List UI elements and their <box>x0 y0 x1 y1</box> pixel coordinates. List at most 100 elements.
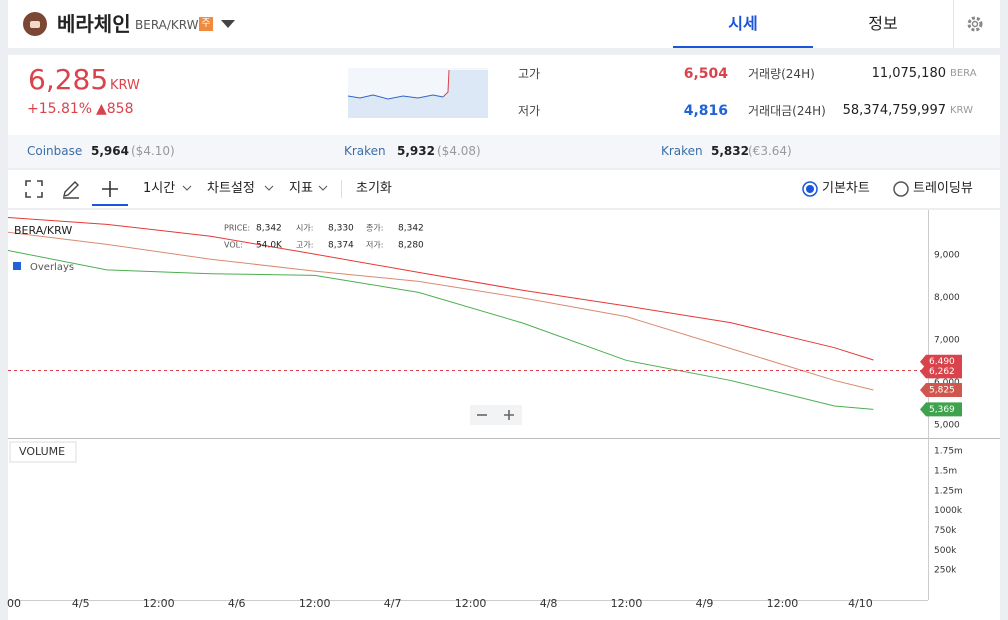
price-tag <box>920 383 962 398</box>
change-pct: +15.81% <box>27 101 93 117</box>
stat-label: 고가 <box>518 67 541 81</box>
y-tick-label: 8,000 <box>934 293 960 303</box>
chevron <box>318 185 328 191</box>
legend-label: 종가: <box>366 224 383 233</box>
price-plot <box>8 216 928 410</box>
price-tag-label: 6,490 <box>929 357 955 367</box>
exchange-name: Coinbase <box>27 144 83 158</box>
y-tick-label: 1000k <box>934 506 963 516</box>
pair: BERA/KRW <box>135 18 199 32</box>
stat-value: 4,816 <box>683 103 728 119</box>
coin-logo <box>23 12 47 36</box>
radio-label[interactable]: 기본차트 <box>822 181 870 196</box>
price-unit: KRW <box>110 78 140 93</box>
header: 베라체인 BERA/KRW 주 시세 정보 <box>8 0 1000 48</box>
ohlc-legend: PRICE: 8,342 시가: 8,330 종가: 8,342 VOL: 54.0K 고가: 8… <box>224 224 424 251</box>
coin-name: 베라체인 <box>57 12 131 36</box>
y-tick-label: 5,000 <box>934 421 960 431</box>
exchange-price: 5,832 <box>711 144 749 158</box>
x-tick-label: 4/5 <box>72 597 90 610</box>
sparkline <box>348 68 488 118</box>
price-tag <box>920 364 962 379</box>
stat-value: 58,374,759,997 <box>842 103 946 118</box>
dropdown-icon[interactable] <box>221 20 235 29</box>
x-tick-label: 4/9 <box>696 597 714 610</box>
legend-value: 8,280 <box>398 241 424 251</box>
x-tick-label: 4/7 <box>384 597 402 610</box>
badge: 주 <box>199 17 213 31</box>
draw-icon[interactable] <box>61 179 81 199</box>
radio-label[interactable]: 트레이딩뷰 <box>913 181 973 196</box>
moving-average <box>8 231 874 391</box>
moving-average <box>8 216 874 361</box>
price-tag-label: 6,262 <box>929 367 955 377</box>
divider <box>341 180 342 198</box>
radio[interactable] <box>893 181 909 197</box>
interval-select[interactable]: 1시간 <box>143 181 176 196</box>
legend-value: 8,342 <box>398 224 424 234</box>
settings-select[interactable]: 차트설정 <box>207 181 255 196</box>
exchange-name: Kraken <box>661 144 703 158</box>
chevron <box>182 185 192 191</box>
legend-label: 고가: <box>296 241 313 250</box>
exchange-price: 5,964 <box>91 144 129 158</box>
stat-value: 6,504 <box>683 66 728 82</box>
y-tick-label: 250k <box>934 566 957 576</box>
reset-button[interactable]: 초기화 <box>356 181 392 196</box>
x-tick-label: 00 <box>7 597 21 610</box>
toolbar: 1시간 차트설정 지표 초기화 기본차트 트레이딩뷰 <box>8 170 1000 208</box>
chevron <box>264 185 274 191</box>
legend-value: 8,374 <box>328 241 354 251</box>
x-tick-label: 4/6 <box>228 597 246 610</box>
overlays-label: Overlays <box>30 262 74 273</box>
legend-label: PRICE: <box>224 224 250 233</box>
price-tag-label: 5,825 <box>929 386 955 396</box>
exchange-name: Kraken <box>344 144 386 158</box>
overlay-icon <box>13 262 21 270</box>
fullscreen-icon[interactable] <box>25 180 43 198</box>
y-tick-label: 500k <box>934 546 957 556</box>
legend-label: 저가: <box>366 241 383 250</box>
moving-average <box>8 249 874 410</box>
y-tick-label: 1.5m <box>934 466 957 476</box>
volume-title: VOLUME <box>19 445 65 458</box>
radio-checked[interactable] <box>802 181 818 197</box>
tab[interactable]: 정보 <box>868 14 898 33</box>
zoom-controls <box>470 405 522 425</box>
x-tick-label: 4/10 <box>848 597 873 610</box>
divider <box>953 0 954 48</box>
x-tick-label: 12:00 <box>455 597 487 610</box>
stat-value: 11,075,180 <box>871 66 946 81</box>
settings-icon[interactable] <box>966 15 984 33</box>
stat-label: 거래량(24H) <box>748 67 815 81</box>
legend-label: VOL: <box>224 241 243 250</box>
price: 6,285 <box>28 63 109 96</box>
exchange-ref: ($4.08) <box>437 144 481 158</box>
x-tick-label: 4/8 <box>540 597 558 610</box>
crosshair-icon[interactable] <box>92 178 128 208</box>
exchange-ref: (€3.64) <box>748 144 792 158</box>
tab[interactable]: 시세 <box>673 0 813 48</box>
stat-label: 거래대금(24H) <box>748 104 826 118</box>
chart-title: BERA/KRW <box>14 224 72 237</box>
y-tick-label: 750k <box>934 526 957 536</box>
stat-unit: KRW <box>950 105 973 116</box>
stat-label: 저가 <box>518 104 541 118</box>
y-tick-label: 9,000 <box>934 250 960 260</box>
chart: BERA/KRW Overlays PRICE: 8,342 시가: 8,330 종가:… <box>7 210 1000 620</box>
x-tick-label: 12:00 <box>767 597 799 610</box>
x-tick-label: 12:00 <box>143 597 175 610</box>
x-tick-label: 12:00 <box>611 597 643 610</box>
zoom-in[interactable] <box>504 410 514 420</box>
exchange-ref: ($4.10) <box>131 144 175 158</box>
x-tick-label: 12:00 <box>299 597 331 610</box>
change: ▲858 <box>96 101 134 117</box>
legend-value: 8,342 <box>256 224 282 234</box>
legend-label: 시가: <box>296 224 313 233</box>
legend-value: 8,330 <box>328 224 354 234</box>
y-tick-label: 7,000 <box>934 336 960 346</box>
exchange-row: Coinbase 5,964 ($4.10) Kraken 5,932 ($4.… <box>8 135 1000 168</box>
price-panel: 6,285 KRW +15.81% ▲858 고가 6,504 저가 4,816… <box>8 55 1000 135</box>
indicator-select[interactable]: 지표 <box>289 181 313 196</box>
